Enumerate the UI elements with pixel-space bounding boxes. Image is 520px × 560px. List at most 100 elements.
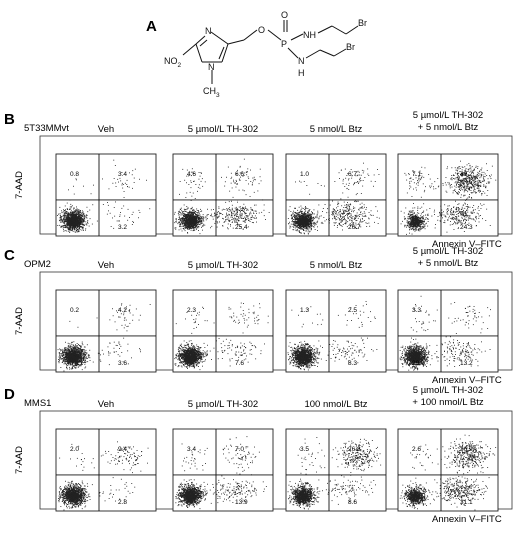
event-dot — [375, 206, 377, 208]
event-dot — [227, 228, 229, 230]
event-dot — [444, 215, 446, 217]
event-dot — [75, 222, 77, 224]
event-dot — [76, 216, 77, 218]
event-dot — [477, 184, 478, 186]
event-dot — [295, 215, 297, 217]
event-dot — [362, 172, 364, 174]
event-dot — [473, 186, 474, 188]
event-dot — [71, 213, 73, 215]
event-dot — [355, 222, 357, 224]
event-dot — [194, 213, 196, 214]
event-dot — [487, 181, 489, 183]
event-dot — [191, 218, 193, 220]
event-dot — [189, 221, 191, 223]
event-dot — [185, 220, 187, 222]
event-dot — [449, 187, 451, 189]
event-dot — [216, 216, 218, 218]
event-dot — [344, 218, 345, 220]
event-dot — [139, 178, 140, 180]
event-dot — [309, 231, 311, 233]
event-dot — [181, 219, 183, 220]
event-dot — [236, 210, 238, 211]
event-dot — [71, 214, 73, 217]
event-dot — [459, 168, 461, 169]
atom-n-top: N — [205, 26, 212, 36]
event-dot — [309, 213, 311, 215]
event-dot — [84, 216, 86, 218]
event-dot — [410, 225, 412, 227]
bond — [195, 43, 203, 63]
event-dot — [471, 187, 472, 189]
event-dot — [193, 228, 195, 230]
event-dot — [465, 203, 466, 205]
event-dot — [257, 190, 259, 192]
event-dot — [65, 221, 67, 222]
event-dot — [190, 214, 192, 216]
event-dot — [327, 208, 328, 210]
event-dot — [359, 207, 361, 209]
event-dot — [311, 216, 313, 218]
event-dot — [62, 218, 64, 220]
event-dot — [292, 216, 294, 217]
event-dot — [458, 180, 460, 181]
event-dot — [345, 220, 347, 222]
event-dot — [476, 225, 477, 226]
event-dot — [407, 216, 409, 218]
event-dot — [234, 221, 236, 223]
event-dot — [191, 221, 193, 223]
event-dot — [467, 181, 469, 183]
event-dot — [242, 207, 244, 209]
event-dot — [200, 219, 202, 221]
event-dot — [350, 214, 352, 216]
event-dot — [307, 227, 309, 229]
event-dot — [465, 211, 466, 213]
event-dot — [79, 214, 81, 216]
event-dot — [180, 223, 182, 225]
event-dot — [461, 222, 463, 224]
event-dot — [460, 222, 462, 224]
event-dot — [366, 223, 368, 224]
atom-p: P — [281, 39, 287, 49]
event-dot — [304, 214, 306, 216]
event-dot — [422, 217, 424, 219]
event-dot — [239, 166, 241, 168]
event-dot — [332, 213, 333, 215]
event-dot — [299, 214, 301, 215]
event-dot — [460, 171, 462, 173]
event-dot — [174, 222, 176, 224]
event-dot — [175, 221, 177, 223]
event-dot — [464, 207, 466, 209]
event-dot — [309, 193, 311, 195]
event-dot — [354, 201, 356, 202]
event-dot — [57, 215, 58, 216]
event-dot — [175, 227, 177, 229]
event-dot — [309, 220, 310, 222]
event-dot — [76, 218, 78, 220]
event-dot — [439, 212, 440, 214]
event-dot — [190, 180, 192, 182]
event-dot — [407, 220, 409, 222]
event-dot — [240, 208, 241, 210]
event-dot — [299, 212, 300, 213]
atom-nh-top: NH — [303, 30, 316, 40]
event-dot — [422, 226, 424, 228]
event-dot — [308, 209, 310, 211]
event-dot — [460, 185, 462, 186]
event-dot — [461, 185, 463, 187]
quadrant-value-lr: 3.2 — [118, 224, 127, 231]
event-dot — [357, 217, 359, 219]
event-dot — [308, 216, 310, 218]
event-dot — [202, 214, 204, 216]
event-dot — [192, 192, 194, 194]
event-dot — [294, 216, 296, 218]
event-dot — [448, 182, 450, 184]
event-dot — [294, 216, 295, 218]
event-dot — [69, 208, 71, 210]
event-dot — [188, 219, 190, 221]
event-dot — [471, 197, 473, 199]
event-dot — [334, 210, 336, 212]
event-dot — [305, 221, 307, 223]
event-dot — [72, 223, 75, 225]
event-dot — [82, 226, 83, 228]
event-dot — [447, 208, 449, 209]
